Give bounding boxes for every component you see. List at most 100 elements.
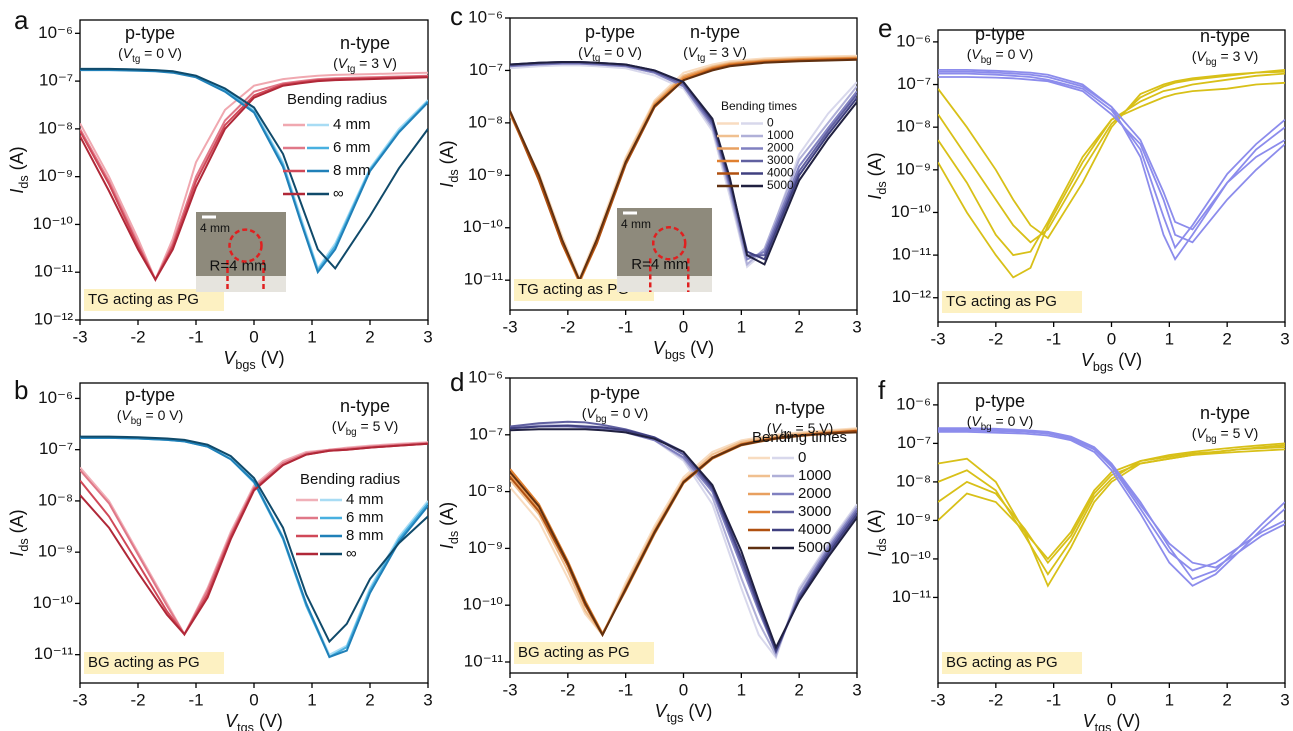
x-tick-label: 2 bbox=[365, 690, 374, 709]
type-condition-part: ( bbox=[582, 405, 587, 421]
legend-label: 5000 bbox=[767, 178, 794, 192]
type-condition: (Vbg = 0 V) bbox=[967, 413, 1034, 433]
type-condition-part: ( bbox=[117, 407, 122, 423]
type-condition-part: bg bbox=[981, 422, 992, 433]
type-condition: (Vbg = 5 V) bbox=[1192, 425, 1259, 445]
legend-label: 0 bbox=[767, 116, 774, 130]
type-condition-part: bg bbox=[346, 427, 357, 438]
y-tick-label: 10⁻⁷ bbox=[39, 71, 73, 90]
curve bbox=[510, 428, 857, 637]
type-condition-part: bg bbox=[1206, 434, 1217, 445]
y-tick-label: 10⁻¹¹ bbox=[34, 262, 74, 281]
x-tick-label: 2 bbox=[1222, 690, 1231, 709]
curve bbox=[938, 69, 1285, 261]
y-tick-label: 10⁻⁸ bbox=[468, 112, 503, 131]
badge: BG acting as PG bbox=[88, 654, 200, 671]
y-tick-label: 10⁻⁹ bbox=[468, 165, 503, 184]
y-axis-label-part: (A) bbox=[865, 152, 885, 176]
x-axis-label-part: tgs bbox=[667, 711, 684, 725]
curve bbox=[938, 448, 1285, 565]
x-axis-label-part: (V) bbox=[1118, 350, 1142, 370]
x-axis-label-part: (V) bbox=[261, 348, 285, 368]
inset-radius: R=4 mm bbox=[631, 256, 688, 273]
y-axis-label: Ids (A) bbox=[437, 140, 462, 187]
type-condition-part: V bbox=[121, 407, 132, 423]
curves bbox=[510, 420, 857, 660]
legend-label: 3000 bbox=[798, 503, 831, 520]
y-axis-label-part: ds bbox=[17, 175, 31, 188]
y-axis-label: Ids (A) bbox=[437, 502, 462, 549]
curve bbox=[938, 70, 1285, 240]
x-tick-label: -1 bbox=[618, 680, 633, 699]
y-axis-label: Ids (A) bbox=[865, 152, 890, 199]
type-label: n-type bbox=[340, 396, 390, 416]
type-condition-part: bg bbox=[1206, 57, 1217, 68]
panel-letter: f bbox=[878, 375, 886, 405]
badge: TG acting as PG bbox=[518, 281, 629, 298]
type-label: n-type bbox=[690, 22, 740, 42]
curves bbox=[80, 67, 428, 283]
badge: BG acting as PG bbox=[946, 654, 1058, 671]
legend-label: 1000 bbox=[767, 128, 794, 142]
badge-bg bbox=[942, 291, 1082, 313]
x-tick-label: -3 bbox=[72, 690, 87, 709]
x-axis-label-part: V bbox=[223, 348, 237, 368]
inset-scale: 4 mm bbox=[621, 217, 651, 231]
type-condition-part: ( bbox=[1192, 425, 1197, 441]
type-condition-part: V bbox=[688, 44, 699, 60]
type-condition: (Vbg = 0 V) bbox=[967, 46, 1034, 66]
x-tick-label: -2 bbox=[130, 327, 145, 346]
x-tick-label: 1 bbox=[737, 680, 746, 699]
x-tick-label: 1 bbox=[1165, 690, 1174, 709]
inset-circle bbox=[652, 226, 687, 261]
legend-title: Bending radius bbox=[287, 91, 387, 108]
x-axis-label: Vtgs (V) bbox=[1083, 711, 1141, 731]
type-condition-part: tg bbox=[347, 64, 355, 75]
x-axis-label: Vbgs (V) bbox=[223, 348, 284, 373]
type-condition-part: = 0 V) bbox=[607, 405, 649, 421]
y-tick-label: 10⁻⁶ bbox=[896, 31, 931, 50]
type-condition-part: = 0 V) bbox=[992, 413, 1034, 429]
y-axis-label-part: I bbox=[7, 189, 27, 194]
type-condition-part: V bbox=[1196, 425, 1207, 441]
panel-letter: e bbox=[878, 13, 892, 43]
y-tick-label: 10⁻⁸ bbox=[38, 118, 73, 137]
type-label: n-type bbox=[1200, 26, 1250, 46]
curve bbox=[80, 442, 428, 637]
y-tick-label: 10⁻¹⁰ bbox=[463, 217, 504, 236]
type-condition-part: ( bbox=[333, 55, 338, 71]
curve bbox=[510, 431, 857, 638]
type-condition-part: = 3 V) bbox=[355, 55, 397, 71]
x-axis-label-part: bgs bbox=[665, 348, 685, 362]
type-condition-part: ( bbox=[118, 45, 123, 61]
x-axis-label-part: (V) bbox=[690, 338, 714, 358]
curve bbox=[938, 76, 1285, 244]
type-condition-part: bg bbox=[596, 414, 607, 425]
y-axis-label-part: I bbox=[7, 552, 27, 557]
type-condition-part: ( bbox=[967, 46, 972, 62]
type-label: p-type bbox=[585, 22, 635, 42]
type-condition-part: = 3 V) bbox=[705, 44, 747, 60]
type-label: p-type bbox=[125, 385, 175, 405]
x-tick-label: 0 bbox=[249, 327, 258, 346]
type-condition-part: = 0 V) bbox=[992, 46, 1034, 62]
curves bbox=[938, 427, 1285, 588]
legend-label: 3000 bbox=[767, 153, 794, 167]
type-label: n-type bbox=[340, 33, 390, 53]
curve bbox=[80, 436, 428, 659]
x-tick-label: -1 bbox=[188, 327, 203, 346]
y-tick-label: 10⁻¹¹ bbox=[892, 245, 932, 264]
y-axis-label-part: ds bbox=[17, 538, 31, 551]
type-label: p-type bbox=[125, 23, 175, 43]
panel-letter: c bbox=[450, 1, 463, 31]
curve bbox=[80, 67, 428, 271]
y-axis-label-part: (A) bbox=[7, 146, 27, 170]
curve bbox=[938, 428, 1285, 569]
x-tick-label: 0 bbox=[1107, 329, 1116, 348]
curve bbox=[938, 430, 1285, 587]
x-tick-label: 0 bbox=[249, 690, 258, 709]
x-axis-label-part: (V) bbox=[688, 701, 712, 721]
curve bbox=[510, 61, 857, 266]
